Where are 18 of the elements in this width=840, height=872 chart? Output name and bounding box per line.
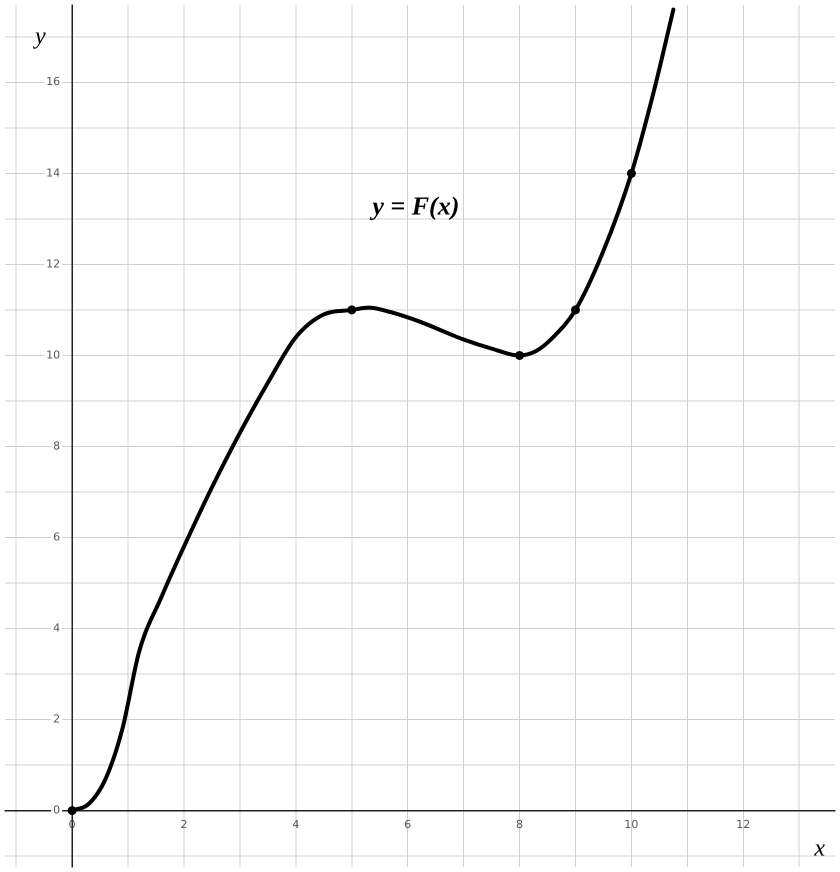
y-tick-label: 6 <box>53 530 60 544</box>
y-axis-title: y <box>33 23 46 50</box>
y-tick-label: 14 <box>46 166 60 180</box>
y-tick-label: 0 <box>53 803 60 816</box>
y-tick-label: 10 <box>46 348 60 362</box>
x-tick-label: 2 <box>180 818 188 832</box>
y-tick-label: 16 <box>46 75 60 88</box>
y-tick-label: 2 <box>53 712 60 726</box>
x-tick-label: 10 <box>624 818 638 832</box>
y-tick-label: 8 <box>53 439 60 452</box>
y-tick-label: 4 <box>53 621 60 634</box>
x-tick-label: 8 <box>516 818 524 832</box>
y-tick-label: 12 <box>46 257 60 270</box>
x-tick-label: 12 <box>736 818 750 832</box>
annotation: y = F(x) <box>369 191 460 220</box>
x-axis-title: x <box>813 835 826 862</box>
x-tick-label: 4 <box>292 818 300 832</box>
x-tick-label: 6 <box>404 818 412 832</box>
